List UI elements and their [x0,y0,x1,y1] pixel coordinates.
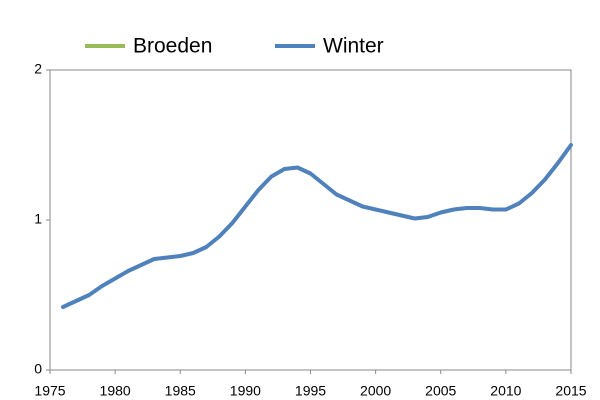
x-tick-label: 2005 [425,383,456,399]
x-tick-label: 1980 [100,383,131,399]
x-tick-label: 2015 [555,383,586,399]
y-tick-label: 1 [34,211,42,227]
data-line [61,143,573,309]
legend-label: Winter [323,35,384,58]
y-tick-label: 2 [34,61,42,77]
x-tick-label: 1990 [230,383,261,399]
x-tick-label: 2010 [490,383,521,399]
x-tick-label: 1985 [165,383,196,399]
legend-label: Broeden [133,35,212,58]
x-tick-label: 2000 [360,383,391,399]
x-tick-label: 1995 [295,383,326,399]
x-tick-label: 1975 [34,383,65,399]
y-tick-label: 0 [34,361,42,377]
plot-frame [49,69,572,371]
